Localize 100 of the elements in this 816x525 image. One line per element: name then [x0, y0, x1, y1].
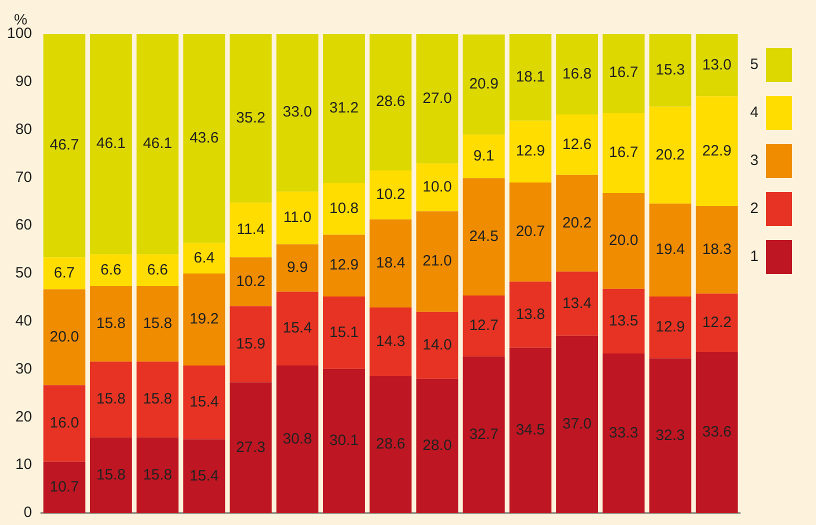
data-label: 11.4 — [236, 221, 265, 238]
bar — [90, 254, 132, 286]
data-label: 10.2 — [376, 186, 406, 204]
data-label: 24.5 — [469, 228, 498, 245]
bar — [136, 34, 179, 254]
data-label: 20.2 — [562, 214, 592, 232]
bar — [90, 34, 132, 254]
bar — [509, 182, 552, 282]
bar — [370, 34, 412, 171]
bar — [43, 34, 86, 258]
data-label: 15.8 — [96, 466, 126, 484]
data-label: 15.4 — [190, 393, 219, 410]
data-label: 10.2 — [236, 272, 266, 290]
data-label: 6.6 — [100, 261, 122, 278]
data-label: 28.6 — [376, 93, 406, 110]
y-tick-label: 30 — [15, 360, 32, 378]
y-tick-label: 40 — [15, 312, 32, 330]
bar — [43, 257, 86, 290]
bar — [90, 437, 132, 513]
bar — [696, 352, 738, 513]
bar — [183, 242, 226, 274]
y-tick-label: 20 — [15, 408, 32, 426]
legend-label: 1 — [750, 248, 758, 266]
bar — [136, 254, 179, 286]
data-label: 34.5 — [516, 422, 546, 439]
data-label: 20.9 — [469, 76, 498, 93]
bar — [462, 296, 505, 356]
bar — [462, 356, 505, 513]
bar — [90, 362, 132, 438]
bar — [230, 382, 272, 513]
bar — [136, 437, 179, 513]
data-label: 43.6 — [190, 130, 219, 147]
data-label: 46.7 — [50, 136, 79, 154]
data-label: 19.2 — [190, 310, 219, 328]
data-label: 15.8 — [96, 390, 126, 408]
bar — [183, 34, 226, 243]
bar — [43, 462, 86, 513]
data-label: 15.4 — [190, 467, 219, 484]
legend-label: 2 — [750, 200, 758, 218]
data-label: 30.8 — [282, 430, 312, 448]
data-label: 19.4 — [656, 241, 685, 258]
bar — [696, 294, 738, 352]
bar — [509, 348, 552, 513]
bar — [649, 296, 692, 358]
bar — [602, 113, 645, 194]
bar — [136, 286, 179, 362]
legend-label: 5 — [750, 56, 758, 74]
y-tick-label: 0 — [24, 504, 32, 522]
data-label: 33.6 — [702, 424, 732, 441]
data-label: 13.0 — [702, 56, 732, 74]
data-label: 10.8 — [329, 200, 359, 217]
data-label: 22.9 — [702, 142, 732, 160]
data-label: 18.1 — [516, 68, 546, 86]
bar — [323, 182, 365, 235]
data-label: 15.3 — [656, 61, 685, 78]
bar — [602, 34, 645, 114]
data-label: 15.8 — [142, 466, 172, 484]
data-label: 10.0 — [422, 178, 452, 196]
bar — [230, 306, 272, 382]
bar — [649, 106, 692, 204]
data-label: 13.4 — [562, 294, 592, 312]
y-tick-label: 50 — [15, 264, 32, 282]
data-label: 28.6 — [376, 436, 406, 453]
bar — [183, 274, 226, 366]
y-tick-label: 80 — [15, 120, 32, 138]
data-label: 33.0 — [282, 104, 312, 121]
data-label: 27.3 — [236, 438, 266, 456]
data-label: 10.7 — [50, 478, 79, 496]
bar — [556, 336, 598, 513]
bar — [370, 170, 412, 220]
data-label: 20.0 — [609, 232, 638, 250]
data-label: 9.9 — [286, 259, 308, 276]
data-label: 28.0 — [422, 437, 452, 454]
data-label: 31.2 — [329, 99, 359, 116]
bar — [416, 34, 458, 164]
bar — [556, 34, 598, 114]
bar — [183, 439, 226, 513]
bar — [462, 134, 505, 178]
data-label: 18.3 — [702, 240, 732, 258]
bar — [416, 163, 458, 212]
bar — [556, 174, 598, 272]
bar — [696, 96, 738, 206]
bar — [649, 34, 692, 107]
bar — [90, 286, 132, 362]
legend-label: 4 — [750, 104, 758, 122]
data-label: 32.3 — [656, 426, 685, 444]
bar — [649, 358, 692, 513]
bar — [323, 368, 365, 513]
data-label: 15.9 — [236, 335, 266, 352]
bar — [43, 289, 86, 386]
bar — [276, 192, 318, 244]
bar — [276, 365, 318, 513]
data-label: 12.7 — [469, 317, 498, 334]
bar — [602, 288, 645, 354]
bar — [370, 308, 412, 376]
data-label: 15.4 — [282, 320, 312, 337]
legend-label: 3 — [750, 152, 758, 170]
bar — [509, 282, 552, 348]
bar — [276, 292, 318, 366]
data-label: 46.1 — [142, 135, 172, 152]
